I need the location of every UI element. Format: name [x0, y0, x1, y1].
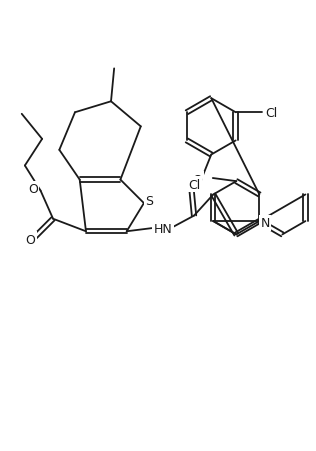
- Text: O: O: [192, 174, 202, 187]
- Text: O: O: [28, 183, 38, 196]
- Text: O: O: [26, 233, 35, 246]
- Text: HN: HN: [153, 222, 172, 235]
- Text: N: N: [260, 216, 270, 230]
- Text: Cl: Cl: [188, 179, 200, 191]
- Text: Cl: Cl: [265, 106, 277, 120]
- Text: S: S: [146, 195, 154, 207]
